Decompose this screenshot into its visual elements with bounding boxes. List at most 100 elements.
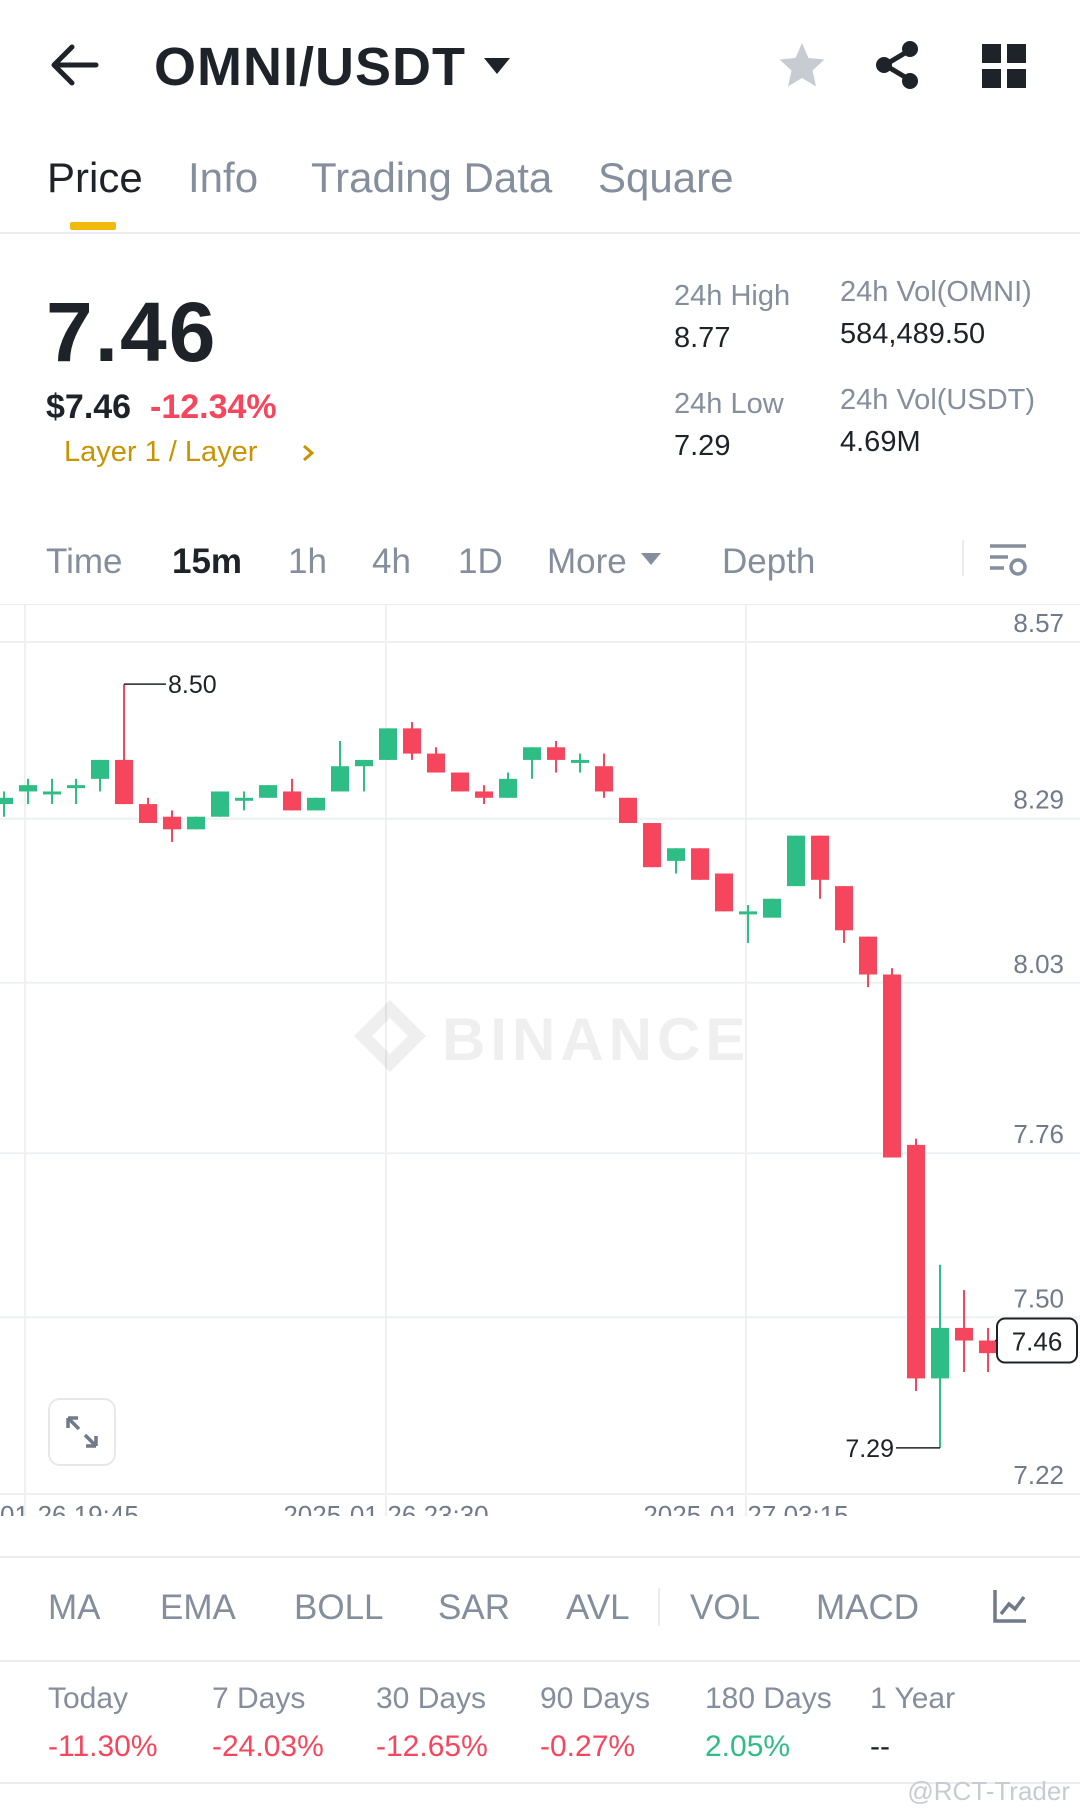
- y-tick-label: 7.50: [1013, 1283, 1064, 1313]
- chart-settings-icon[interactable]: [988, 540, 1028, 580]
- last-price-tag: [996, 1317, 1078, 1364]
- indicator-boll[interactable]: BOLL: [294, 1588, 384, 1627]
- chevron-right-icon[interactable]: [300, 442, 316, 464]
- candle-body: [907, 1144, 925, 1379]
- high-label: 24h High: [674, 280, 791, 312]
- indicator-ma[interactable]: MA: [48, 1588, 101, 1627]
- fullscreen-button[interactable]: [48, 1398, 116, 1466]
- candle-body: [211, 791, 229, 817]
- candle-body: [931, 1327, 949, 1379]
- pair-title[interactable]: OMNI/USDT: [154, 37, 466, 97]
- candle: [979, 1327, 997, 1373]
- perf-label-today: Today: [48, 1682, 129, 1715]
- candle: [811, 835, 829, 899]
- perf-label-1y: 1 Year: [870, 1682, 956, 1715]
- high-value: 8.77: [674, 322, 731, 354]
- credit-watermark: @RCT-Trader: [907, 1776, 1070, 1806]
- candle: [283, 778, 301, 811]
- perf-value-today: -11.30%: [48, 1730, 158, 1763]
- candle-body: [235, 797, 253, 801]
- interval-more[interactable]: More: [547, 542, 627, 581]
- candle: [211, 791, 229, 817]
- candle: [835, 886, 853, 943]
- perf-label-90d: 90 Days: [540, 1682, 651, 1715]
- grid-menu-icon[interactable]: [982, 44, 1026, 88]
- vol-base-value: 584,489.50: [840, 318, 986, 350]
- perf-value-90d: -0.27%: [540, 1730, 636, 1763]
- x-tick-label: 2025-01-26 23:30: [283, 1500, 488, 1516]
- candle-body: [403, 728, 421, 754]
- candle: [643, 823, 661, 868]
- perf-value-30d: -12.65%: [376, 1730, 488, 1763]
- y-tick-label: 7.76: [1013, 1119, 1064, 1149]
- candle: [571, 753, 589, 773]
- candle: [547, 740, 565, 773]
- back-arrow-icon[interactable]: [46, 40, 102, 90]
- candle: [0, 791, 13, 817]
- interval-15m[interactable]: 15m: [172, 542, 243, 581]
- candle: [595, 753, 613, 798]
- interval-separator: [962, 540, 964, 576]
- candle-body: [427, 753, 445, 773]
- tab-info[interactable]: Info: [188, 154, 259, 201]
- y-tick-label: 8.57: [1013, 608, 1064, 638]
- indicator-macd[interactable]: MACD: [816, 1588, 920, 1627]
- candle-body: [859, 936, 877, 975]
- indicator-ema[interactable]: EMA: [160, 1588, 236, 1627]
- candle-body: [499, 778, 517, 798]
- candle-body: [835, 886, 853, 931]
- interval-1h[interactable]: 1h: [288, 542, 327, 581]
- star-icon[interactable]: [776, 40, 828, 92]
- candle: [259, 785, 277, 798]
- category-link[interactable]: Layer 1 / Layer: [64, 436, 258, 468]
- indicator-sar[interactable]: SAR: [438, 1588, 510, 1627]
- perf-label-7d: 7 Days: [212, 1682, 306, 1715]
- expand-icon: [66, 1416, 98, 1448]
- high-marker-label: 8.50: [168, 671, 217, 699]
- tab-square[interactable]: Square: [598, 154, 734, 201]
- candle-body: [139, 804, 157, 824]
- depth-tab[interactable]: Depth: [722, 542, 816, 581]
- candle-body: [19, 785, 37, 792]
- indicator-avl[interactable]: AVL: [566, 1588, 630, 1627]
- candle-body: [331, 766, 349, 792]
- candle-body: [547, 747, 565, 760]
- perf-label-180d: 180 Days: [705, 1682, 832, 1715]
- interval-4h[interactable]: 4h: [372, 542, 411, 581]
- candle-body: [67, 785, 85, 789]
- tab-trading-data[interactable]: Trading Data: [311, 154, 553, 201]
- interval-time[interactable]: Time: [46, 542, 123, 581]
- candle-body: [643, 823, 661, 868]
- tab-price[interactable]: Price: [47, 154, 143, 201]
- active-tab-indicator: [70, 222, 116, 230]
- candle-body: [187, 816, 205, 830]
- candlestick-chart[interactable]: BINANCE 8.57 8.29 8.03 7.76 7.50 7.22 01-26 19…: [0, 604, 1080, 1516]
- chart-top-divider: [0, 604, 1080, 605]
- x-tick-label: 01-26 19:45: [0, 1500, 139, 1516]
- candle-body: [691, 848, 709, 880]
- candle-body: [979, 1340, 997, 1354]
- candle: [19, 778, 37, 805]
- candle: [43, 778, 61, 805]
- candle: [883, 968, 901, 1158]
- candle-body: [715, 873, 733, 912]
- candle: [499, 772, 517, 798]
- low-label: 24h Low: [674, 388, 784, 420]
- candle: [355, 759, 373, 792]
- indicator-top-divider: [0, 1556, 1080, 1558]
- candle-body: [283, 791, 301, 811]
- indicator-settings-icon[interactable]: [992, 1588, 1028, 1624]
- indicator-vol[interactable]: VOL: [690, 1588, 761, 1627]
- candle-body: [763, 898, 781, 918]
- more-caret-icon[interactable]: [640, 552, 662, 566]
- caret-down-icon[interactable]: [482, 56, 512, 76]
- candle-body: [619, 797, 637, 824]
- interval-1d[interactable]: 1D: [458, 542, 503, 581]
- candle: [451, 772, 469, 792]
- share-icon[interactable]: [872, 38, 924, 92]
- vol-quote-label: 24h Vol(USDT): [840, 384, 1036, 416]
- candle: [67, 778, 85, 805]
- candle: [403, 722, 421, 760]
- last-price-tag-label: 7.46: [1012, 1327, 1063, 1357]
- candle: [427, 747, 445, 773]
